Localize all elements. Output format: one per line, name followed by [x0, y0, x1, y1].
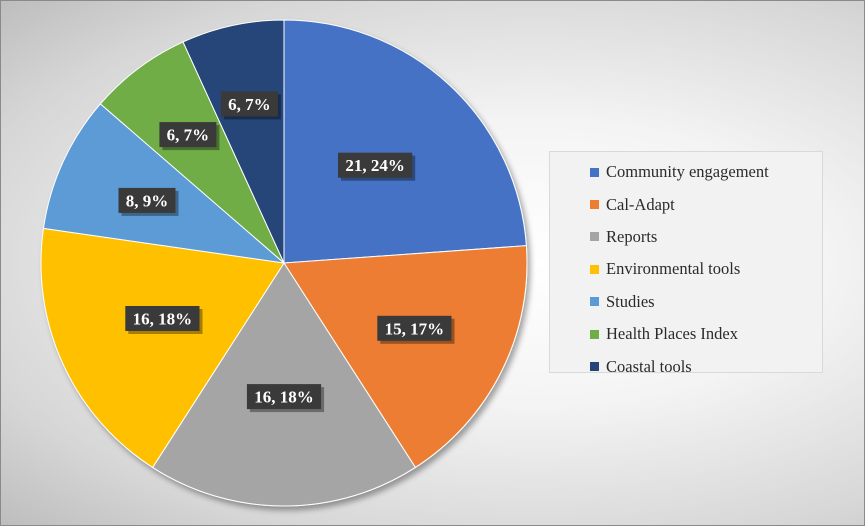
data-label-text: 6, 7%: [228, 95, 271, 114]
legend-label: Coastal tools: [606, 356, 692, 376]
data-label-box: [220, 91, 278, 117]
legend-item-health-places-index: Health Places Index: [590, 318, 822, 350]
pie-slice-studies: [42, 103, 286, 264]
legend-item-studies: Studies: [590, 286, 822, 318]
data-label-text: 6, 7%: [167, 126, 210, 145]
pie-slice-environmental-tools: [40, 227, 285, 469]
data-label-reports: 16, 18%: [246, 384, 325, 413]
pie-slice-community-engagement: [283, 19, 527, 264]
legend-swatch: [590, 200, 599, 210]
data-label-text: 8, 9%: [126, 191, 169, 210]
data-label-coastal-tools: 6, 7%: [220, 91, 281, 120]
legend-label: Reports: [606, 226, 658, 246]
legend-swatch: [590, 232, 599, 242]
legend-swatch: [590, 264, 599, 274]
legend-swatch: [590, 167, 599, 177]
legend-label: Community engagement: [606, 162, 769, 182]
legend-item-community-engagement: Community engagement: [590, 156, 822, 188]
data-label-community-engagement: 21, 24%: [338, 152, 416, 181]
data-label-text: 16, 18%: [133, 310, 193, 329]
data-label-box: [125, 306, 200, 331]
legend-item-environmental-tools: Environmental tools: [590, 253, 822, 285]
data-label-box: [377, 315, 452, 341]
pie-slice-health-places-index: [99, 41, 285, 264]
legend-label: Health Places Index: [606, 324, 738, 344]
data-label-box: [159, 122, 217, 148]
legend-label: Environmental tools: [606, 259, 741, 279]
pie-slice-cal-adapt: [283, 245, 528, 469]
legend-item-reports: Reports: [590, 221, 822, 253]
data-label-environmental-tools: 16, 18%: [125, 306, 203, 334]
legend-swatch: [590, 329, 599, 339]
legend-item-coastal-tools: Coastal tools: [590, 350, 822, 382]
chart-legend: Community engagement Cal-Adapt Reports Envi…: [549, 151, 823, 376]
data-label-text: 16, 18%: [254, 388, 314, 407]
legend-swatch: [590, 297, 599, 307]
data-label-cal-adapt: 15, 17%: [377, 315, 455, 344]
data-label-text: 21, 24%: [345, 156, 405, 175]
legend-label: Cal-Adapt: [606, 194, 675, 214]
data-label-box: [246, 384, 322, 410]
data-label-health-places-index: 6, 7%: [159, 122, 220, 151]
data-label-text: 15, 17%: [385, 319, 445, 338]
data-label-box: [338, 152, 413, 178]
pie-slice-coastal-tools: [182, 19, 285, 264]
legend-item-cal-adapt: Cal-Adapt: [590, 188, 822, 220]
legend-label: Studies: [606, 291, 655, 311]
data-label-box: [118, 187, 176, 213]
legend-swatch: [590, 362, 599, 372]
data-label-studies: 8, 9%: [118, 187, 179, 216]
